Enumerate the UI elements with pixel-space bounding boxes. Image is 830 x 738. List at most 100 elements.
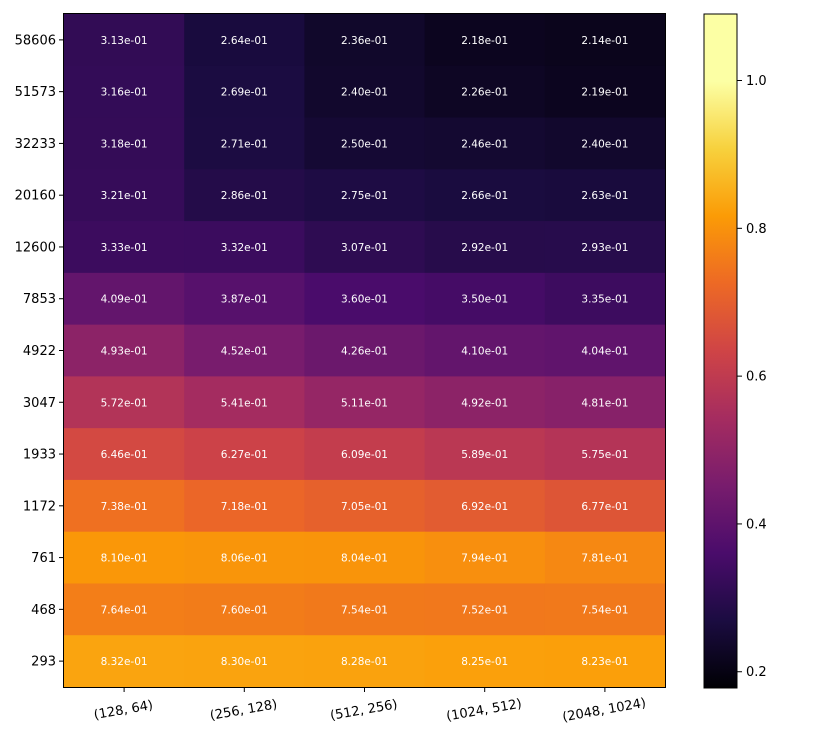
y-tick-label: 293 <box>31 655 56 670</box>
cell-value-label: 5.72e-01 <box>101 397 148 409</box>
cell-value-label: 7.38e-01 <box>101 501 148 513</box>
cell-value-label: 2.64e-01 <box>221 35 268 47</box>
heatmap-cell <box>184 531 305 585</box>
cell-value-label: 7.52e-01 <box>461 604 508 616</box>
cell-value-label: 2.46e-01 <box>461 138 508 150</box>
cell-value-label: 3.33e-01 <box>101 242 148 254</box>
y-tick-label: 1933 <box>23 448 56 463</box>
cell-value-label: 2.26e-01 <box>461 87 508 99</box>
cell-value-label: 3.07e-01 <box>341 242 388 254</box>
cell-value-label: 4.10e-01 <box>461 346 508 358</box>
cell-value-label: 4.26e-01 <box>341 346 388 358</box>
colorbar-tick-label: 0.6 <box>746 370 767 385</box>
heatmap-cell <box>544 65 666 119</box>
cell-value-label: 2.66e-01 <box>461 190 508 202</box>
cell-value-label: 5.41e-01 <box>221 397 268 409</box>
colorbar-tick-label: 0.2 <box>746 665 767 680</box>
cell-value-label: 3.16e-01 <box>101 87 148 99</box>
heatmap-cell <box>64 324 185 377</box>
heatmap-cell <box>64 583 185 636</box>
y-tick-label: 12600 <box>15 240 56 255</box>
heatmap-cell <box>184 324 305 377</box>
y-tick-label: 1172 <box>23 499 56 514</box>
cell-value-label: 3.60e-01 <box>341 294 388 306</box>
y-tick-label: 7853 <box>23 292 56 307</box>
heatmap-cell <box>424 14 546 67</box>
cell-value-label: 5.75e-01 <box>581 449 628 461</box>
heatmap-cell <box>304 635 426 688</box>
cell-value-label: 2.69e-01 <box>221 87 268 99</box>
cell-value-label: 7.64e-01 <box>101 604 148 616</box>
heatmap-cell <box>544 428 666 481</box>
y-tick-label: 32233 <box>15 137 56 152</box>
y-axis: 58606 51573 32233 20160 12600 7853 4922 3047 193… <box>15 33 64 670</box>
cell-value-label: 3.21e-01 <box>101 190 148 202</box>
cell-value-label: 2.18e-01 <box>461 35 508 47</box>
heatmap-cell <box>184 169 305 222</box>
heatmap-cell <box>544 583 666 636</box>
heatmap-cell <box>544 169 666 222</box>
heatmap-cell <box>304 376 426 429</box>
x-axis: (128, 64) (256, 128) (512, 256) (1024, 512)… <box>93 687 647 725</box>
heatmap-cell <box>544 376 666 429</box>
heatmap-cell <box>304 583 426 636</box>
cell-value-label: 3.50e-01 <box>461 294 508 306</box>
heatmap-cell <box>304 479 426 533</box>
cell-value-label: 2.93e-01 <box>581 242 628 254</box>
heatmap-cell <box>184 428 305 481</box>
cell-value-label: 4.09e-01 <box>101 294 148 306</box>
cell-value-label: 2.19e-01 <box>581 87 628 99</box>
cell-value-label: 6.09e-01 <box>341 449 388 461</box>
cell-value-label: 7.94e-01 <box>461 553 508 565</box>
cell-value-label: 2.40e-01 <box>341 87 388 99</box>
heatmap-cell <box>544 479 666 533</box>
heatmap-cell <box>184 583 305 636</box>
heatmap-cell <box>424 376 546 429</box>
cell-value-label: 2.92e-01 <box>461 242 508 254</box>
cell-value-label: 2.14e-01 <box>581 35 628 47</box>
heatmap-cell <box>544 117 666 170</box>
cell-value-label: 6.77e-01 <box>581 501 628 513</box>
x-tick-label: (2048, 1024) <box>561 696 647 725</box>
heatmap-cell <box>544 14 666 67</box>
cell-value-label: 2.50e-01 <box>341 138 388 150</box>
heatmap-cell <box>424 479 546 533</box>
y-tick-label: 4922 <box>23 344 56 359</box>
heatmap-cell <box>544 272 666 326</box>
heatmap-cell <box>64 272 185 326</box>
heatmap-cell <box>544 635 666 688</box>
heatmap-cell <box>424 65 546 119</box>
cell-value-label: 7.54e-01 <box>341 604 388 616</box>
cell-value-label: 7.81e-01 <box>581 553 628 565</box>
heatmap-cell <box>304 65 426 119</box>
cell-value-label: 3.18e-01 <box>101 138 148 150</box>
heatmap-cell <box>184 635 305 688</box>
cell-value-label: 6.27e-01 <box>221 449 268 461</box>
heatmap-cells <box>64 14 666 688</box>
cell-value-label: 4.04e-01 <box>581 346 628 358</box>
heatmap-cell <box>64 635 185 688</box>
cell-value-label: 8.25e-01 <box>461 656 508 668</box>
cell-value-label: 2.40e-01 <box>581 138 628 150</box>
heatmap-cell <box>184 479 305 533</box>
heatmap-cell <box>184 65 305 119</box>
cell-value-label: 3.35e-01 <box>581 294 628 306</box>
cell-value-label: 3.13e-01 <box>101 35 148 47</box>
colorbar-tick-label: 1.0 <box>746 74 767 89</box>
cell-value-labels: 3.13e-01 2.64e-01 2.36e-01 2.18e-01 2.14e-01… <box>101 35 629 668</box>
heatmap-cell <box>64 221 185 274</box>
cell-value-label: 4.52e-01 <box>221 346 268 358</box>
y-tick-label: 20160 <box>15 189 56 204</box>
heatmap-cell <box>64 14 185 67</box>
heatmap-cell <box>544 324 666 377</box>
cell-value-label: 2.71e-01 <box>221 138 268 150</box>
heatmap-cell <box>424 428 546 481</box>
y-tick-label: 761 <box>31 551 56 566</box>
y-tick-label: 58606 <box>15 33 56 48</box>
colorbar-axis: 0.2 0.4 0.6 0.8 1.0 <box>737 74 767 680</box>
cell-value-label: 6.46e-01 <box>101 449 148 461</box>
y-tick-label: 3047 <box>23 396 56 411</box>
heatmap-cell <box>64 428 185 481</box>
heatmap-cell <box>424 324 546 377</box>
cell-value-label: 5.11e-01 <box>341 397 388 409</box>
